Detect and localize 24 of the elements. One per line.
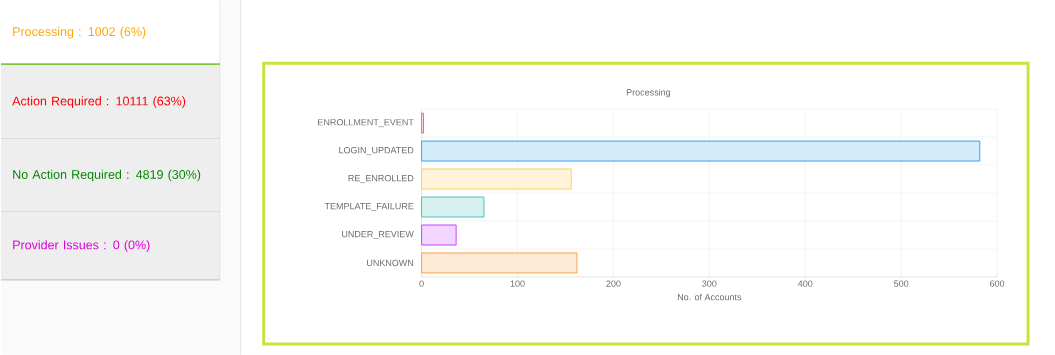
y-tick-label: TEMPLATE_FAILURE: [324, 202, 414, 211]
text: Processing : 1002 (6%): [13, 26, 146, 39]
x-tick-label: 0: [419, 280, 424, 287]
x-tick-label: 600: [990, 280, 1005, 287]
text: Action Required : 10111 (63%): [12, 96, 186, 108]
bar: [421, 252, 578, 274]
bar: [421, 140, 981, 162]
x-tick-label: 300: [702, 280, 717, 287]
text: Provider Issues : 0 (0%): [13, 240, 150, 252]
bar: [421, 168, 572, 190]
y-tick-label: RE_ENROLLED: [348, 174, 414, 184]
x-tick-label: 500: [894, 280, 909, 287]
x-tick-label: 400: [797, 280, 813, 287]
chart-title: Processing: [626, 88, 671, 98]
x-tick-label: 100: [510, 280, 525, 287]
y-tick-label: UNDER_REVIEW: [342, 230, 414, 239]
x-tick-label: 200: [606, 280, 621, 287]
x-axis-title: No. of Accounts: [677, 293, 742, 301]
bar: [421, 196, 485, 218]
text: No Action Required : 4819 (30%): [13, 169, 201, 182]
y-tick-label: LOGIN_UPDATED: [339, 146, 414, 156]
y-tick-label: UNKNOWN: [367, 259, 414, 267]
y-tick-label: ENROLLMENT_EVENT: [318, 119, 414, 128]
bar: [421, 224, 457, 246]
